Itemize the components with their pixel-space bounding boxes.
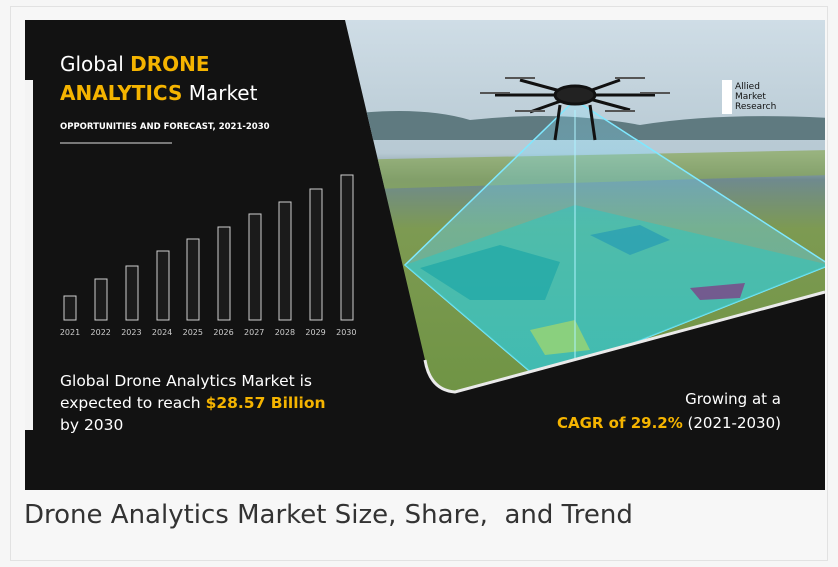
cagr-highlight: CAGR of 29.2% [557,414,683,432]
cagr-period: (2021-2030) [688,414,781,432]
logo-text: Market [735,92,766,102]
title-part: Market [189,81,258,105]
year-label: 2021 [60,328,80,337]
year-label: 2025 [183,328,203,337]
statement: Global Drone Analytics Market is [60,372,312,390]
year-label: 2030 [336,328,356,337]
title-part: Global [60,52,124,76]
logo-text: Research [735,102,776,112]
statement: by 2030 [60,416,123,434]
statement: expected to reach $28.57 Billion [60,394,326,412]
logo-text: Allied [735,82,760,92]
statement-part: expected to reach [60,394,201,412]
year-label: 2027 [244,328,264,337]
title-highlight: DRONE [130,52,209,76]
year-label: 2024 [152,328,172,337]
caption: Drone Analytics Market Size, Share, and … [24,500,633,530]
title: ANALYTICS Market [60,81,258,105]
bars [63,174,354,321]
subtitle: OPPORTUNITIES AND FORECAST, 2021-2030 [60,122,270,132]
year-label: 2029 [305,328,325,337]
statement-highlight: $28.57 Billion [206,394,326,412]
year-label: 2023 [121,328,141,337]
year-label: 2026 [213,328,233,337]
title: Global DRONE [60,52,210,76]
year-label: 2028 [275,328,295,337]
year-label: 2022 [91,328,111,337]
logo: Allied Market Research [722,80,776,114]
title-highlight: ANALYTICS [60,81,182,105]
side-strip [25,80,33,430]
cagr: CAGR of 29.2% (2021-2030) [557,414,781,432]
cagr: Growing at a [685,390,781,408]
